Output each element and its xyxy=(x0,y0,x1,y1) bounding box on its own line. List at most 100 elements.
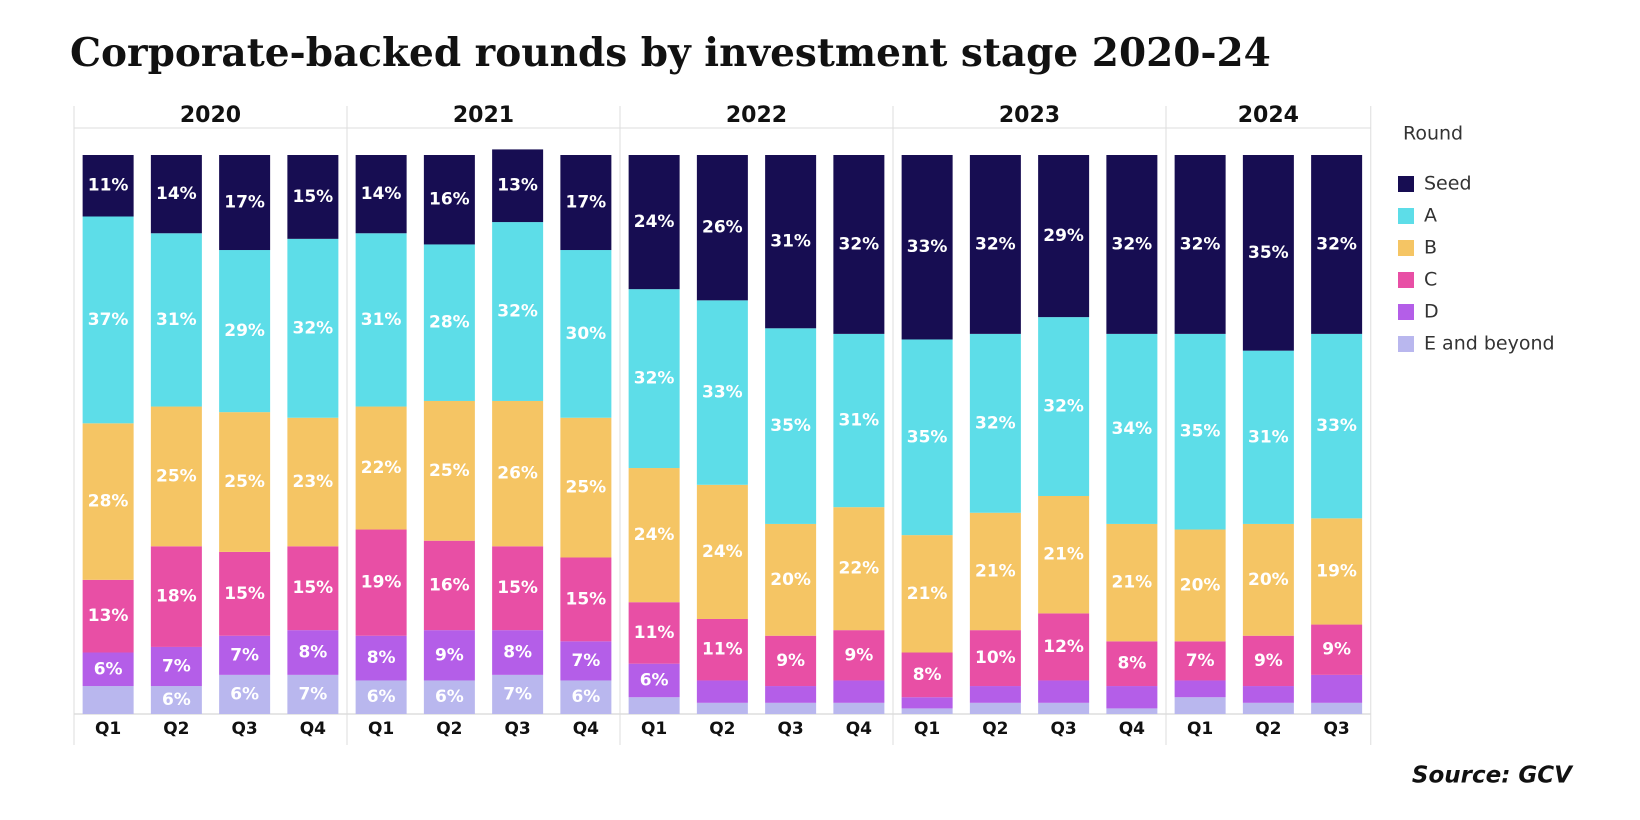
legend-swatch xyxy=(1398,336,1414,352)
data-label: 11% xyxy=(702,640,743,660)
bar-segment xyxy=(560,417,612,558)
data-label: 21% xyxy=(975,561,1016,581)
bar-segment xyxy=(1311,674,1363,703)
data-label: 11% xyxy=(634,623,675,643)
legend-swatch xyxy=(1398,208,1414,224)
year-label: 2023 xyxy=(999,103,1060,128)
bar-segment xyxy=(82,155,134,217)
x-tick-label: Q1 xyxy=(1187,719,1213,739)
bar-segment xyxy=(150,686,202,714)
bar-segment xyxy=(1106,708,1158,714)
bar-segment xyxy=(560,155,612,251)
bar-segment xyxy=(969,630,1021,687)
bar-segment xyxy=(1174,333,1226,530)
bar-segment xyxy=(355,155,407,234)
bar-segment xyxy=(765,686,817,703)
data-label: 26% xyxy=(497,464,538,484)
bar-segment xyxy=(287,417,339,547)
bar-segment xyxy=(1038,317,1090,496)
bar-segment xyxy=(1242,155,1294,351)
bar-segment xyxy=(969,686,1021,703)
x-tick-label: Q1 xyxy=(914,719,940,739)
bar-segment xyxy=(1174,697,1226,714)
bar-segment xyxy=(1106,333,1158,524)
bar-segment xyxy=(1174,641,1226,681)
bar-segment xyxy=(82,686,134,714)
bar-segment xyxy=(560,641,612,681)
bar-segment xyxy=(833,630,885,681)
data-label: 15% xyxy=(293,578,334,598)
bar-segment xyxy=(492,546,544,631)
bar-segment xyxy=(1311,518,1363,625)
data-label: 24% xyxy=(702,542,743,562)
bar-segment xyxy=(696,300,748,485)
data-label: 31% xyxy=(361,310,402,330)
data-label: 7% xyxy=(503,684,532,704)
bar-segment xyxy=(423,630,475,681)
data-label: 33% xyxy=(907,237,948,257)
data-label: 6% xyxy=(94,659,123,679)
data-label: 32% xyxy=(293,318,334,338)
bar-segment xyxy=(355,680,407,714)
legend-title: Round xyxy=(1403,123,1463,145)
data-label: 37% xyxy=(88,310,129,330)
data-label: 7% xyxy=(571,651,600,671)
data-label: 25% xyxy=(156,466,197,486)
data-label: 19% xyxy=(361,573,402,593)
x-tick-label: Q4 xyxy=(300,719,326,739)
bar-segment xyxy=(765,155,817,329)
data-label: 8% xyxy=(298,643,327,663)
data-label: 32% xyxy=(1180,234,1221,254)
bar-segment xyxy=(355,635,407,681)
x-tick-label: Q4 xyxy=(573,719,599,739)
data-label: 12% xyxy=(1043,637,1084,657)
bar-segment xyxy=(1106,155,1158,334)
data-label: 20% xyxy=(1248,570,1289,590)
bar-segment xyxy=(765,328,817,524)
bar-segment xyxy=(150,646,202,687)
bar-segment xyxy=(560,250,612,418)
data-label: 16% xyxy=(429,575,470,595)
data-label: 9% xyxy=(435,645,464,665)
data-label: 10% xyxy=(975,648,1016,668)
bar-segment xyxy=(901,708,953,714)
data-label: 7% xyxy=(230,645,259,665)
bar-segment xyxy=(628,663,680,698)
bar-segment xyxy=(492,400,544,547)
bar-segment xyxy=(150,233,202,407)
bar-segment xyxy=(765,635,817,687)
data-label: 25% xyxy=(566,478,607,498)
data-label: 33% xyxy=(1316,416,1357,436)
bar-segment xyxy=(969,333,1021,513)
data-label: 35% xyxy=(1248,243,1289,263)
x-tick-label: Q3 xyxy=(777,719,803,739)
data-label: 32% xyxy=(975,234,1016,254)
legend-label: D xyxy=(1424,301,1439,323)
data-label: 6% xyxy=(435,687,464,707)
data-label: 28% xyxy=(88,492,129,512)
data-label: 35% xyxy=(1180,422,1221,442)
x-tick-label: Q4 xyxy=(846,719,872,739)
bar-segment xyxy=(1106,686,1158,709)
legend-label: C xyxy=(1424,269,1437,291)
bar-segment xyxy=(901,652,953,698)
bar-segment xyxy=(1242,702,1294,714)
bar-segment xyxy=(219,412,271,552)
data-label: 15% xyxy=(224,584,265,604)
bar-segment xyxy=(1038,613,1090,681)
data-label: 32% xyxy=(1043,397,1084,417)
data-label: 21% xyxy=(907,584,948,604)
x-tick-label: Q3 xyxy=(504,719,530,739)
data-label: 6% xyxy=(640,670,669,690)
data-label: 6% xyxy=(230,684,259,704)
bar-segment xyxy=(1038,495,1090,614)
bar-segment xyxy=(560,557,612,642)
bar-segment xyxy=(628,602,680,664)
bar-segment xyxy=(696,484,748,619)
bar-segment xyxy=(628,468,680,603)
bar-segment xyxy=(219,635,271,675)
bar-segment xyxy=(765,702,817,714)
data-label: 17% xyxy=(566,193,607,213)
bar-segment xyxy=(696,155,748,301)
legend-swatch xyxy=(1398,240,1414,256)
